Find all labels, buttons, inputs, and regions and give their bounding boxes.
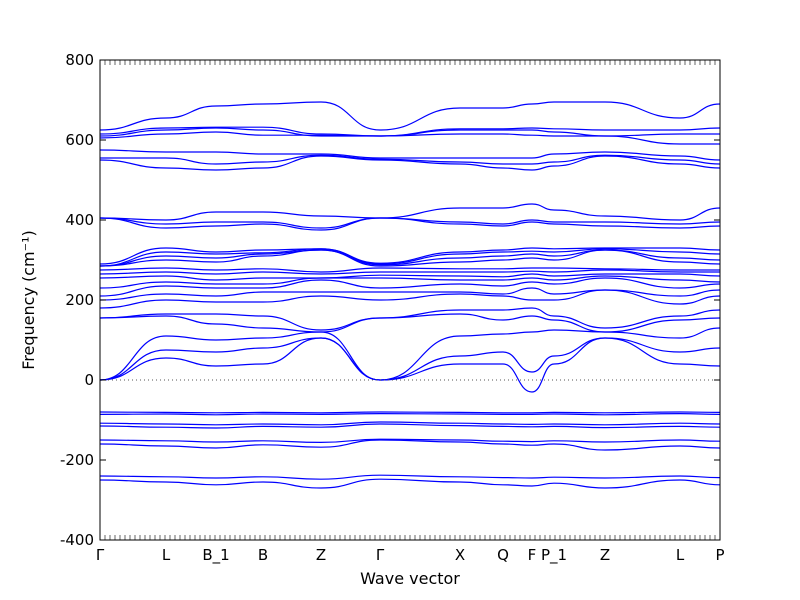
branch-19: [99, 267, 720, 273]
branch-16: [99, 275, 721, 289]
x-tick-label: Q: [497, 546, 509, 564]
x-tick-label: Z: [316, 546, 326, 564]
branch-17: [99, 273, 721, 281]
branch-18: [99, 269, 720, 275]
branch-32: [99, 126, 721, 137]
branch-12: [99, 307, 721, 331]
branch-25: [99, 217, 721, 229]
y-tick-label: -200: [60, 451, 94, 469]
branch-4: [99, 423, 721, 429]
x-tick-label: Z: [600, 546, 610, 564]
x-axis-title: Wave vector: [360, 569, 460, 588]
branch-14: [99, 287, 721, 301]
branch-11: [99, 313, 721, 333]
branch-26: [99, 203, 721, 221]
branch-2: [99, 439, 721, 451]
branch-22: [99, 248, 721, 267]
y-tick-label: -400: [60, 531, 94, 549]
y-tick-label: 400: [65, 211, 94, 229]
x-tick-label: L: [676, 546, 685, 564]
branch-13: [99, 289, 721, 309]
branch-27: [99, 155, 721, 171]
branch-5: [99, 421, 721, 426]
branch-3: [99, 438, 721, 444]
branch-0: [99, 478, 721, 489]
branch-8: [99, 337, 721, 393]
branch-10: [99, 327, 721, 381]
dispersion-curves: [99, 101, 721, 489]
branch-28: [99, 154, 721, 165]
branch-15: [99, 277, 721, 297]
x-axis-ticks: Γ L B_1 B Z Γ X Q F P_1 Z L P: [96, 60, 725, 565]
x-tick-label: Γ: [376, 546, 385, 564]
y-axis-ticks: -400 -200 0 200 400 600 800: [60, 51, 720, 549]
y-tick-label: 800: [65, 51, 94, 69]
branch-20: [99, 249, 721, 267]
branch-1: [99, 474, 721, 480]
branch-9: [99, 337, 721, 381]
y-tick-label: 0: [84, 371, 94, 389]
x-tick-label: L: [162, 546, 171, 564]
y-tick-label: 200: [65, 291, 94, 309]
plot-frame: [99, 59, 721, 541]
branch-33: [99, 101, 721, 131]
x-tick-label: Γ: [96, 546, 105, 564]
branch-21: [99, 249, 721, 267]
branch-31: [99, 127, 720, 137]
y-axis-title: Frequency (cm⁻¹): [19, 230, 38, 369]
x-tick-label: P_1: [541, 546, 567, 565]
x-tick-label: X: [455, 546, 465, 564]
y-tick-label: 600: [65, 131, 94, 149]
x-tick-label: B_1: [202, 546, 229, 565]
x-tick-label: B: [258, 546, 268, 564]
branch-6: [99, 412, 721, 416]
branch-24: [99, 217, 721, 231]
x-tick-label: F: [528, 546, 537, 564]
branch-23: [99, 247, 721, 265]
x-tick-label: P: [715, 546, 724, 564]
branch-7: [99, 411, 721, 414]
branch-29: [99, 149, 721, 161]
